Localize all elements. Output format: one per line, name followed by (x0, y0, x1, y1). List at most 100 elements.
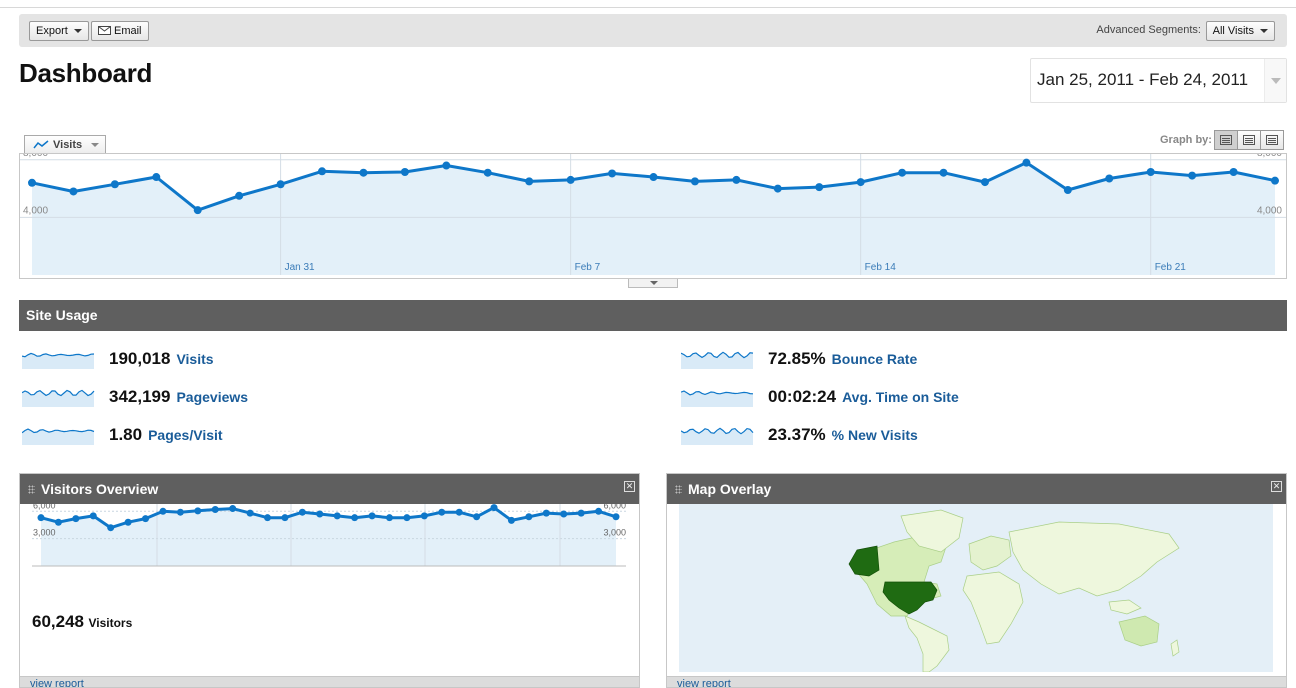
calendar-day-icon (1220, 135, 1232, 145)
visitors-data-point (298, 508, 306, 516)
calendar-week-icon (1243, 135, 1255, 145)
drag-handle-icon[interactable] (28, 485, 35, 494)
alaska-shape (848, 545, 880, 577)
drag-handle-icon[interactable] (675, 485, 682, 494)
close-icon[interactable]: ✕ (1271, 481, 1282, 492)
map-overlay-title: Map Overlay (688, 481, 772, 497)
visitors-data-point (211, 505, 219, 513)
usage-metric-value: 23.37% (768, 425, 826, 444)
data-point (773, 184, 782, 193)
visitors-data-point (455, 508, 463, 516)
usage-metric-link[interactable]: % New Visits (831, 427, 918, 443)
close-icon[interactable]: ✕ (624, 481, 635, 492)
visitors-data-point (542, 509, 550, 517)
visits-chart: 8,000 8,000 4,000 4,000 Jan 31 Feb 7 Feb 14 Feb… (19, 153, 1287, 279)
usage-metric-link[interactable]: Pages/Visit (148, 427, 223, 443)
graph-by-day-button[interactable] (1214, 130, 1238, 150)
visitors-data-point (142, 515, 150, 523)
usage-metric-value: 72.85% (768, 349, 826, 368)
visitors-data-point (507, 516, 515, 524)
data-point (110, 180, 119, 189)
data-point (856, 178, 865, 187)
export-button[interactable]: Export (29, 21, 89, 41)
visitors-overview-header[interactable]: Visitors Overview ✕ (20, 474, 639, 504)
graph-by-week-button[interactable] (1237, 130, 1261, 150)
data-point (1063, 186, 1072, 195)
data-point (939, 168, 948, 177)
metric-selector[interactable]: Visits (24, 135, 106, 154)
visitors-view-report-link[interactable]: view report (20, 676, 639, 687)
data-point (980, 178, 989, 187)
visitors-count-label: Visitors (88, 616, 133, 630)
visitors-data-point (37, 514, 45, 522)
segments-dropdown[interactable]: All Visits (1205, 21, 1275, 41)
usage-metric-value: 00:02:24 (768, 387, 837, 406)
map-view-report-link[interactable]: view report (667, 676, 1286, 687)
visitors-overview-panel: Visitors Overview ✕ 6,000 6,000 3,000 3,000… (19, 473, 640, 688)
visitors-y-tick-right: 3,000 (603, 528, 626, 538)
usage-metric-link[interactable]: Pageviews (176, 389, 249, 405)
sparkline-icon (22, 352, 95, 369)
africa-shape (962, 571, 1024, 645)
data-point (1022, 158, 1031, 167)
data-point (1105, 174, 1114, 183)
visitors-data-point (264, 514, 272, 522)
x-tick-label: Feb 7 (575, 262, 601, 273)
sparkline-icon (22, 428, 95, 445)
visitors-y-tick-left: 3,000 (33, 528, 56, 538)
chevron-down-icon (91, 143, 99, 147)
date-range-dropdown[interactable] (1264, 59, 1286, 102)
data-point (442, 161, 451, 170)
usage-metric-value: 1.80 (109, 425, 143, 444)
usage-metric-link[interactable]: Visits (176, 351, 214, 367)
email-button[interactable]: Email (91, 21, 149, 41)
asia-shape (1008, 521, 1180, 597)
visitors-data-point (176, 508, 184, 516)
segments-value: All Visits (1212, 25, 1254, 37)
usage-metric: 72.85% Bounce Rate (681, 346, 917, 372)
world-map-svg (848, 509, 1180, 673)
visitors-data-point (420, 512, 428, 520)
world-map[interactable] (679, 504, 1273, 673)
visitors-data-point (595, 507, 603, 515)
visitors-data-point (333, 512, 341, 520)
metric-selector-label: Visits (53, 139, 83, 151)
collapse-chart-button[interactable] (628, 279, 678, 288)
usage-metric-link[interactable]: Bounce Rate (831, 351, 918, 367)
y-tick-label-left: 4,000 (23, 205, 48, 216)
site-usage-header: Site Usage (19, 300, 1287, 331)
graph-by-month-button[interactable] (1260, 130, 1284, 150)
visitors-data-point (368, 512, 376, 520)
data-point (359, 168, 368, 177)
data-point (276, 180, 285, 189)
visitors-y-tick-left: 6,000 (33, 504, 56, 510)
page-title: Dashboard (19, 58, 153, 88)
visitors-data-point (246, 509, 254, 517)
map-overlay-header[interactable]: Map Overlay ✕ (667, 474, 1286, 504)
report-toolbar: Export Email Advanced Segments: All Visi… (19, 14, 1287, 47)
data-point (815, 183, 824, 192)
visitors-data-point (281, 514, 289, 522)
south-america-shape (904, 615, 950, 673)
visitors-count: 60,248 Visitors (32, 612, 132, 632)
visitors-area-fill (41, 507, 616, 566)
data-point (1229, 168, 1238, 177)
calendar-month-icon (1266, 135, 1278, 145)
date-range-picker[interactable]: Jan 25, 2011 - Feb 24, 2011 (1030, 58, 1287, 103)
greenland-shape (900, 509, 964, 553)
x-tick-label: Feb 14 (865, 262, 897, 273)
chevron-down-icon (1271, 78, 1281, 84)
data-point (525, 177, 534, 186)
data-point (28, 178, 36, 187)
x-tick-label: Feb 21 (1155, 262, 1187, 273)
y-tick-label-left: 8,000 (23, 154, 48, 159)
top-border (0, 0, 1296, 8)
visitors-data-point (612, 513, 620, 521)
visitors-chart-svg: 6,000 6,000 3,000 3,000 (32, 504, 626, 567)
visitors-data-point (385, 514, 393, 522)
data-point (690, 177, 699, 186)
export-label: Export (36, 25, 68, 37)
visitors-count-value: 60,248 (32, 612, 84, 631)
usage-metric-link[interactable]: Avg. Time on Site (842, 389, 959, 405)
sparkline-icon (681, 351, 754, 369)
